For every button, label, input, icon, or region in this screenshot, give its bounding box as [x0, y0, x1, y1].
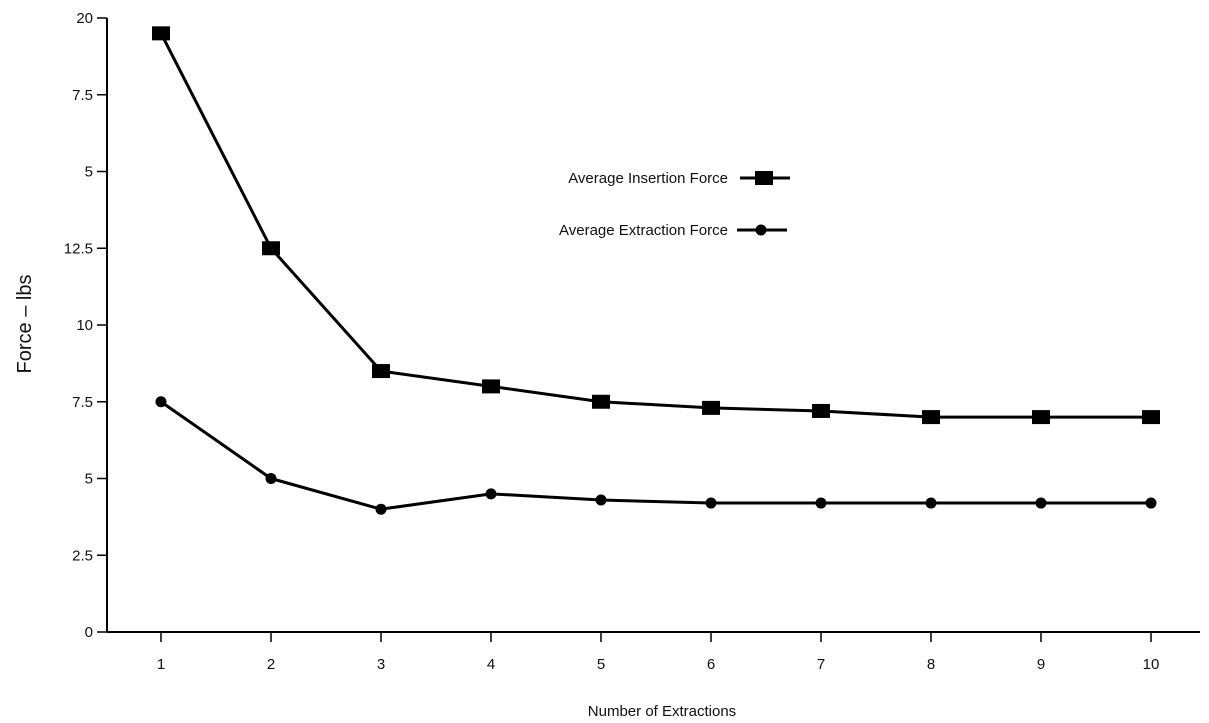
data-point-square — [592, 394, 610, 409]
data-point-circle — [595, 494, 607, 506]
x-tick-label: 1 — [157, 656, 165, 673]
y-tick-label: 5 — [85, 471, 93, 488]
series-line — [159, 32, 1151, 419]
series-layer — [152, 26, 1160, 515]
data-point-square — [262, 241, 280, 256]
x-tick-label: 7 — [817, 656, 825, 673]
x-tick-label: 10 — [1143, 656, 1160, 673]
legend-label: Average Extraction Force — [559, 222, 728, 239]
legend-marker-square — [755, 171, 773, 185]
data-point-circle — [155, 396, 167, 408]
x-tick-label: 4 — [487, 656, 495, 673]
series-insertion — [152, 26, 1160, 425]
data-point-square — [152, 26, 170, 41]
data-point-circle — [265, 473, 277, 484]
series-line — [160, 400, 1151, 511]
x-ticks: 1 2 3 4 5 6 7 8 9 10 — [157, 632, 1160, 673]
y-tick-label: 0 — [85, 624, 93, 641]
legend-marker-circle — [755, 224, 767, 236]
data-point-circle — [1035, 497, 1047, 509]
data-point-circle — [1145, 497, 1157, 509]
data-point-square — [372, 364, 390, 379]
y-tick-label: 7.5 — [72, 394, 93, 411]
data-point-circle — [925, 497, 937, 509]
data-point-square — [1142, 410, 1160, 425]
x-axis-title: Number of Extractions — [588, 703, 736, 720]
y-tick-label: 7.5 — [72, 87, 93, 104]
data-point-square — [1032, 410, 1050, 425]
data-point-square — [482, 379, 500, 394]
y-tick-label: 12.5 — [64, 240, 93, 257]
legend: Average Insertion Force Average Extractio… — [559, 170, 790, 239]
data-point-square — [702, 400, 720, 415]
data-point-circle — [485, 488, 497, 500]
x-tick-label: 8 — [927, 656, 935, 673]
x-tick-label: 5 — [597, 656, 605, 673]
data-point-square — [922, 410, 940, 425]
data-point-circle — [815, 497, 827, 509]
axes — [106, 18, 1200, 633]
x-tick-label: 6 — [707, 656, 715, 673]
x-tick-label: 9 — [1037, 656, 1045, 673]
x-tick-label: 3 — [377, 656, 385, 673]
x-tick-label: 2 — [267, 656, 275, 673]
series-extraction — [155, 396, 1157, 515]
data-point-circle — [705, 497, 717, 509]
y-tick-label: 10 — [76, 317, 93, 334]
y-tick-label: 2.5 — [72, 547, 93, 564]
data-point-circle — [375, 503, 387, 515]
y-ticks: 0 2.5 5 7.5 10 12.5 5 7.5 20 — [64, 10, 107, 641]
data-point-square — [812, 403, 830, 418]
y-tick-label: 20 — [76, 10, 93, 27]
y-axis-title: Force – lbs — [14, 275, 36, 374]
legend-label: Average Insertion Force — [568, 170, 728, 187]
y-tick-label: 5 — [85, 164, 93, 181]
